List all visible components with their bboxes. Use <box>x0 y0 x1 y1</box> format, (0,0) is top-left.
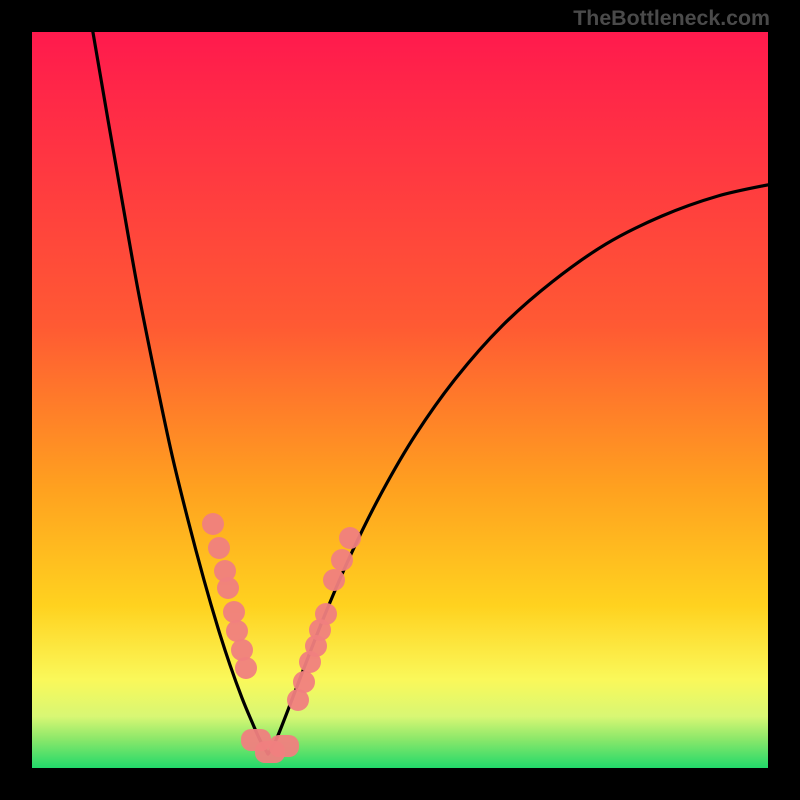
marker <box>217 577 239 599</box>
chart-frame: TheBottleneck.com <box>0 0 800 800</box>
marker <box>202 513 224 535</box>
marker <box>208 537 230 559</box>
chart-svg <box>0 0 800 800</box>
curve-right <box>268 184 772 754</box>
marker <box>323 569 345 591</box>
marker <box>223 601 245 623</box>
marker <box>339 527 361 549</box>
marker <box>269 735 299 757</box>
marker <box>235 657 257 679</box>
marker <box>315 603 337 625</box>
marker <box>293 671 315 693</box>
marker <box>226 620 248 642</box>
marker <box>331 549 353 571</box>
